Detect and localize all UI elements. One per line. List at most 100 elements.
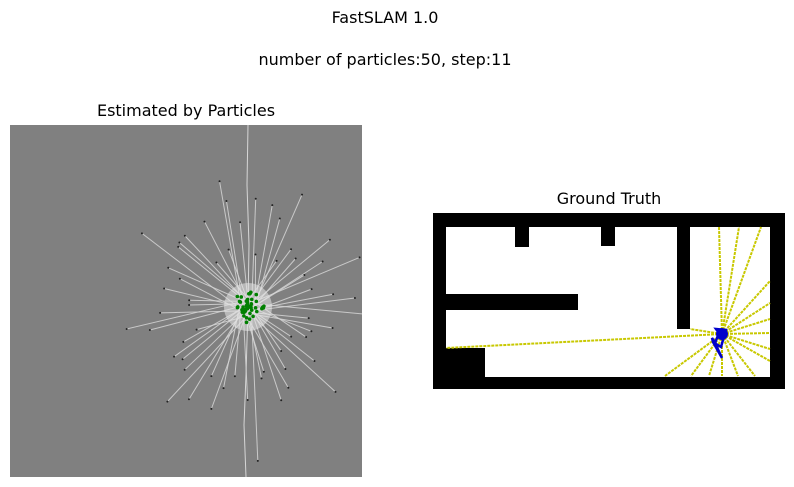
sensor-ray [718,226,723,335]
sensor-ray [445,333,723,349]
ray-endpoint [280,349,283,352]
ray-endpoint [278,217,281,220]
particle [244,303,249,308]
ray-endpoint [305,336,308,339]
particle [242,314,246,318]
ray-endpoint [328,238,331,241]
particle [249,308,254,312]
particle [235,305,240,310]
particle-ray [250,313,259,461]
sensor-ray [721,226,740,335]
ray-endpoint [159,311,162,314]
ray-endpoint [188,299,191,302]
ray-endpoint [233,375,236,378]
particle-ray-group [125,125,362,477]
particle-ray [254,194,303,303]
ray-endpoint [290,335,293,338]
particle [253,306,258,310]
ray-endpoint [246,399,249,402]
sensor-ray [721,333,771,350]
estimated-map-background [10,125,362,477]
ray-endpoint [187,398,190,401]
ray-endpoint [353,297,356,300]
ray-endpoint [125,327,128,330]
sensor-ray [721,332,771,335]
ray-endpoint [163,287,166,290]
ray-endpoint [303,273,306,276]
particle [254,309,259,314]
ray-endpoint [167,266,170,269]
ray-endpoint [195,328,198,331]
ray-endpoint [358,256,361,259]
particle [251,314,255,319]
ray-endpoint [280,399,283,402]
ray-endpoint [178,277,181,280]
ray-endpoint [275,259,278,262]
particle [248,311,252,316]
particle [254,299,259,304]
figure-subtitle: number of particles:50, step:11 [258,50,512,69]
ray-endpoint [183,368,186,371]
particle-group [235,290,266,325]
wall-stub-2 [601,227,615,246]
particle [260,306,264,311]
particle [235,294,240,299]
corner-block [446,348,485,377]
particle [244,315,249,320]
ray-endpoint [222,387,225,390]
particle [254,292,259,297]
ray-endpoint [227,248,230,251]
wall-stub-1 [515,227,529,247]
robot-marker [716,328,728,340]
ray-endpoint [301,193,304,196]
ray-endpoint [181,358,184,361]
horizontal-wall [446,294,578,310]
ray-endpoint [173,355,176,358]
ray-endpoint [183,234,186,237]
ray-endpoint [271,204,274,207]
ray-endpoint [254,197,257,200]
particle [249,302,254,306]
particle [247,292,251,296]
particle-ray [251,198,257,300]
sensor-ray [721,333,739,377]
ray-endpoint [177,245,180,248]
ray-endpoint [290,248,293,251]
sensor-ray [721,226,762,335]
estimated-map [10,125,362,477]
ray-endpoint [254,253,257,256]
particle [237,299,242,304]
particle [240,310,245,314]
ray-endpoint [332,293,335,296]
sensor-ray [721,333,771,362]
estimated-panel-title: Estimated by Particles [96,101,276,120]
sensor-ray [721,302,771,335]
ray-endpoint [210,407,213,410]
ray-endpoint [256,459,259,462]
ray-endpoint [287,386,290,389]
ray-endpoint [225,199,228,202]
ray-endpoint [331,326,334,329]
ray-endpoint [321,260,324,263]
ray-endpoint [262,370,265,373]
ray-endpoint [210,375,213,378]
particle [249,297,254,302]
ray-endpoint [307,317,310,320]
ray-endpoint [166,400,169,403]
ray-endpoint [334,390,337,393]
particle [244,299,249,303]
ground-truth-map [433,213,785,389]
sensor-ray [721,318,771,335]
ray-endpoint [239,221,242,224]
ground-truth-panel-title: Ground Truth [556,189,662,208]
ray-endpoint [215,261,218,264]
ray-endpoint [284,368,287,371]
ray-endpoint [188,304,191,307]
ray-endpoint [310,330,313,333]
particle [239,295,244,299]
particle-ray [246,125,250,308]
ray-endpoint [182,340,185,343]
ray-endpoint [310,288,313,291]
vertical-wall [677,227,690,329]
sensor-ray [708,333,723,377]
